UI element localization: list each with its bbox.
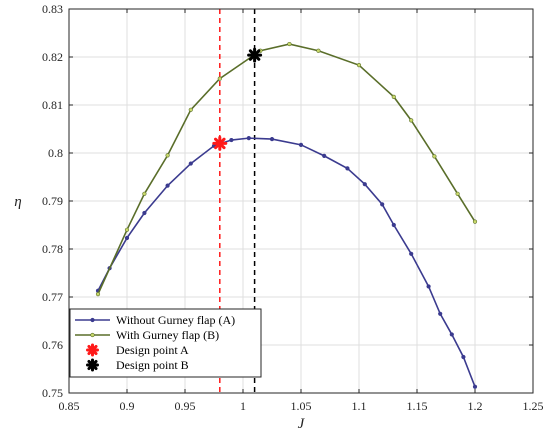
legend-entry: With Gurney flap (B) bbox=[75, 328, 219, 342]
y-tick-label: 0.8 bbox=[48, 146, 63, 160]
data-point bbox=[269, 136, 275, 142]
x-tick-label: 1.05 bbox=[291, 399, 312, 413]
axis-ticks bbox=[68, 8, 534, 394]
y-tick-label: 0.82 bbox=[42, 50, 63, 64]
data-point bbox=[142, 210, 147, 216]
asterisk-stroke bbox=[214, 137, 226, 150]
legend-label: With Gurney flap (B) bbox=[116, 328, 219, 342]
asterisk-stroke bbox=[248, 49, 261, 61]
data-point bbox=[345, 166, 350, 171]
y-tick-label: 0.76 bbox=[42, 338, 63, 352]
y-tick-label: 0.81 bbox=[42, 98, 63, 112]
series-2 bbox=[95, 41, 478, 297]
y-tick-label: 0.75 bbox=[42, 386, 63, 400]
data-point bbox=[124, 235, 130, 241]
design-point-marker bbox=[212, 135, 228, 151]
y-axis-label: η bbox=[14, 194, 21, 210]
design-point-marker bbox=[247, 47, 263, 63]
legend-swatch-asterisk bbox=[86, 343, 99, 357]
x-tick-label: 0.9 bbox=[120, 399, 135, 413]
x-tick-label: 1.2 bbox=[468, 399, 483, 413]
data-point bbox=[165, 183, 170, 188]
data-point bbox=[142, 191, 147, 196]
series-line bbox=[97, 137, 476, 388]
data-point bbox=[95, 292, 101, 297]
data-point bbox=[409, 251, 414, 256]
asterisk-stroke bbox=[87, 359, 98, 371]
x-tick-label: 1.1 bbox=[352, 399, 367, 413]
design-point-markers bbox=[212, 47, 263, 151]
data-point bbox=[217, 76, 222, 81]
legend-entry: Design point A bbox=[86, 343, 189, 357]
data-point bbox=[287, 41, 292, 47]
data-point bbox=[461, 354, 466, 360]
legend-label: Design point A bbox=[116, 343, 189, 357]
data-point bbox=[426, 284, 431, 289]
legend: Without Gurney flap (A)With Gurney flap … bbox=[69, 308, 262, 378]
data-point bbox=[188, 107, 193, 112]
x-tick-label: 1.25 bbox=[523, 399, 544, 413]
data-point bbox=[409, 118, 414, 123]
x-tick-label: 1 bbox=[240, 399, 246, 413]
data-point bbox=[472, 219, 478, 224]
data-point bbox=[380, 202, 385, 207]
asterisk-stroke bbox=[87, 344, 98, 356]
legend-entry: Design point B bbox=[86, 358, 189, 372]
y-tick-label: 0.79 bbox=[42, 194, 63, 208]
data-point bbox=[356, 63, 362, 68]
data-point bbox=[246, 136, 251, 141]
data-point bbox=[298, 142, 304, 147]
x-tick-label: 1.15 bbox=[407, 399, 428, 413]
data-point bbox=[362, 182, 367, 187]
grid bbox=[69, 9, 533, 393]
data-point bbox=[432, 154, 437, 159]
data-point bbox=[391, 94, 396, 99]
x-tick-label: 0.95 bbox=[175, 399, 196, 413]
data-point bbox=[391, 222, 396, 228]
legend-label: Design point B bbox=[116, 358, 189, 372]
legend-swatch-marker bbox=[90, 332, 95, 338]
y-tick-label: 0.78 bbox=[42, 242, 63, 256]
series-group bbox=[95, 41, 478, 389]
data-point bbox=[455, 191, 460, 196]
legend-entry: Without Gurney flap (A) bbox=[75, 313, 235, 327]
x-axis-tick-labels: 0.85 0.9 0.95 1 1.05 1.1 1.15 1.2 1.25 bbox=[59, 399, 544, 413]
data-point bbox=[438, 311, 443, 316]
data-point bbox=[229, 137, 234, 143]
y-tick-label: 0.83 bbox=[42, 2, 63, 16]
legend-swatch-asterisk bbox=[86, 358, 99, 372]
data-point bbox=[449, 332, 454, 337]
data-point bbox=[124, 227, 130, 232]
legend-swatch-marker bbox=[90, 317, 95, 323]
legend-label: Without Gurney flap (A) bbox=[116, 313, 235, 327]
y-axis-tick-labels: 0.75 0.76 0.77 0.78 0.79 0.8 0.81 0.82 0.83 bbox=[42, 2, 63, 400]
data-point bbox=[472, 384, 478, 389]
y-tick-label: 0.77 bbox=[42, 290, 63, 304]
data-point bbox=[322, 153, 327, 158]
data-point bbox=[165, 153, 170, 158]
data-point bbox=[188, 161, 193, 166]
x-tick-label: 0.85 bbox=[59, 399, 80, 413]
x-axis-label: J bbox=[298, 416, 306, 432]
data-point bbox=[316, 48, 321, 53]
